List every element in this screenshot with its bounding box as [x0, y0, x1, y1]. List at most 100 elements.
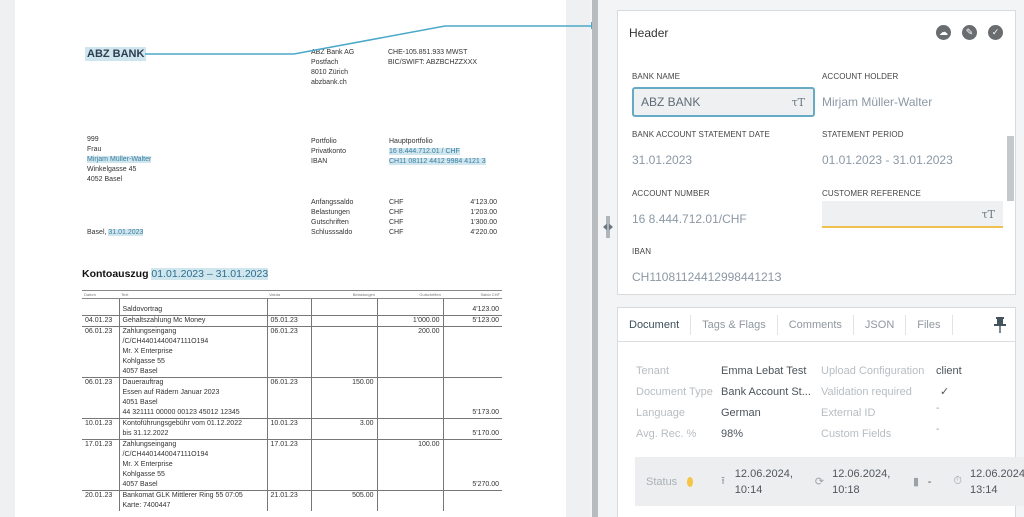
field-label: IBAN — [632, 247, 652, 256]
status-label: Status — [646, 475, 678, 488]
statement-date-highlight[interactable]: 31.01.2023 — [108, 229, 144, 236]
panel-scrollbar[interactable] — [1007, 136, 1014, 201]
meta-value: - — [936, 424, 940, 435]
table-row: 04.01.23 Gehaltszahlung Mc Money 05.01.23 1… — [82, 315, 502, 327]
account-number-field: ACCOUNT NUMBER 16 8.444.712.01/CHF — [632, 189, 747, 226]
cell-credit — [377, 298, 444, 316]
text-format-icon[interactable]: τT — [981, 208, 995, 221]
meta-key: Document Type — [636, 385, 713, 398]
vat-number: CHE-105.851.933 MWST — [388, 49, 468, 56]
pin-icon[interactable] — [994, 317, 1006, 333]
bank-address-line: 8010 Zürich — [311, 69, 348, 76]
meta-value: client — [936, 364, 962, 377]
text-format-icon[interactable]: τT — [791, 96, 805, 109]
upload-icon: ⭱ — [721, 475, 726, 487]
bic-swift: BIC/SWIFT: ABZBCHZZXXX — [388, 59, 478, 66]
cell-credit: 100.00 — [377, 439, 444, 491]
cell-balance: 5'170.00 — [443, 418, 502, 440]
viewer-scrollbar[interactable] — [592, 0, 598, 517]
field-value[interactable]: 31.01.2023 — [632, 153, 693, 167]
refresh-icon: ⟳ — [814, 476, 825, 488]
status-bar: Status ⭱ 12.06.2024, 10:14 ⟳ 12.06.2024,… — [635, 457, 1024, 506]
col-header: Gutschriften — [377, 290, 443, 299]
tab-files[interactable]: Files — [917, 314, 953, 335]
iban-highlight[interactable]: CH11 08112 4412 9984 4121 3 — [389, 158, 486, 165]
cell-balance — [443, 326, 502, 378]
recipient-line: 4052 Basel — [87, 176, 123, 183]
portfolio-label: Portfolio — [311, 138, 337, 145]
statement-period-highlight[interactable]: 01.01.2023 – 31.01.2023 — [151, 268, 269, 280]
summary-label: Belastungen — [311, 209, 350, 216]
field-value[interactable]: 01.01.2023 - 31.01.2023 — [822, 153, 953, 167]
recipient-name-highlight[interactable]: Mirjam Müller-Walter — [87, 156, 152, 163]
table-row: Saldovortrag 4'123.00 — [82, 298, 502, 316]
field-value[interactable]: 16 8.444.712.01/CHF — [632, 212, 747, 226]
cell-valuta: 06.01.23 — [267, 326, 312, 378]
updated-timestamp: 12.06.2024, 10:18 — [832, 467, 891, 496]
cell-date: 06.01.23 — [82, 377, 120, 419]
document-viewer[interactable]: ABZ BANK ABZ Bank AG Postfach 8010 Züric… — [0, 0, 590, 517]
table-row: 06.01.23 Zahlungseingang /C/CH44014400471… — [82, 326, 502, 378]
cloud-upload-icon[interactable]: ☁ — [936, 25, 951, 40]
recipient-line: Winkelgasse 45 — [87, 166, 137, 173]
summary-ccy: CHF — [389, 199, 404, 206]
cell-credit — [377, 377, 444, 419]
tab-document[interactable]: Document — [629, 314, 692, 335]
cell-balance: 5'173.00 — [443, 377, 502, 419]
field-label: BANK NAME — [632, 72, 681, 81]
meta-key: Upload Configuration — [821, 364, 925, 377]
tab-json[interactable]: JSON — [865, 314, 907, 335]
cell-debit — [311, 326, 378, 378]
cell-date: 17.01.23 — [82, 439, 120, 491]
summary-amount: 1'203.00 — [470, 209, 497, 216]
table-row: 17.01.23 Zahlungseingang /C/CH44014400471… — [82, 439, 502, 491]
portfolio-values: Hauptportfolio 16 8.444.712.01 / CHF CH1… — [389, 137, 486, 167]
cell-text: Kontoführungsgebühr vom 01.12.2022 bis 3… — [119, 418, 268, 440]
field-value[interactable]: Mirjam Müller-Walter — [822, 95, 933, 109]
bank-logo-highlight[interactable]: ABZ BANK — [85, 47, 147, 61]
statement-date-field: BANK ACCOUNT STATEMENT DATE 31.01.2023 — [632, 130, 770, 167]
cell-date — [82, 298, 120, 316]
cell-debit — [311, 298, 378, 316]
account-number-highlight[interactable]: 16 8.444.712.01 / CHF — [389, 148, 460, 155]
check-circle-icon[interactable]: ✓ — [988, 25, 1003, 40]
bank-address-line: abzbank.ch — [311, 79, 347, 86]
cell-credit: 1'000.00 — [377, 315, 444, 327]
cell-valuta: 10.01.23 — [267, 418, 312, 440]
cell-date: 20.01.23 — [82, 490, 120, 511]
col-header: Datum — [82, 290, 119, 299]
field-value[interactable]: CH1108112441299844121З — [632, 270, 782, 284]
table-header-row: Datum Text Valuta Belastungen Gutschrift… — [82, 290, 502, 299]
meta-value: 98% — [721, 427, 744, 440]
portfolio-label: IBAN — [311, 158, 328, 165]
col-header: Valuta — [267, 290, 311, 299]
cell-balance: 4'123.00 — [472, 306, 499, 313]
panel-resize-handle[interactable] — [603, 215, 613, 239]
info-tabs: Document Tags & Flags Comments JSON File… — [618, 308, 1015, 342]
meta-value: Emma Lebat Test — [721, 364, 807, 377]
cell-debit: 3.00 — [311, 418, 378, 440]
place-date: Basel, 31.01.2023 — [87, 228, 144, 238]
summary-ccy: CHF — [389, 229, 404, 236]
stopwatch-icon: ⏱ — [953, 475, 962, 487]
cell-valuta: 17.01.23 — [267, 439, 312, 491]
tab-tags-flags[interactable]: Tags & Flags — [702, 314, 778, 335]
cell-valuta — [267, 298, 312, 316]
cell-credit — [377, 490, 444, 511]
meta-value: German — [721, 406, 761, 419]
statement-period-field: STATEMENT PERIOD 01.01.2023 - 31.01.2023 — [822, 130, 953, 167]
cell-text: Bankomat GLK Mittlerer Ring 55 07:05 Kar… — [119, 490, 268, 511]
meta-key: Validation required — [821, 385, 912, 398]
bank-name-input[interactable]: ABZ BANK τT — [632, 87, 815, 117]
cell-text: Saldovortrag — [119, 298, 268, 316]
edit-check-icon[interactable]: ✎ — [962, 25, 977, 40]
cell-balance: 5'123.00 — [443, 315, 502, 327]
tab-comments[interactable]: Comments — [789, 314, 854, 335]
customer-reference-input[interactable]: τT — [822, 201, 1003, 228]
recipient-line: 999 — [87, 136, 99, 143]
cell-text: Zahlungseingang /C/CH4401440047111O194 M… — [119, 439, 268, 491]
meta-key: Tenant — [636, 364, 670, 377]
cell-debit — [311, 439, 378, 491]
file-icon: ▮ — [912, 476, 919, 488]
